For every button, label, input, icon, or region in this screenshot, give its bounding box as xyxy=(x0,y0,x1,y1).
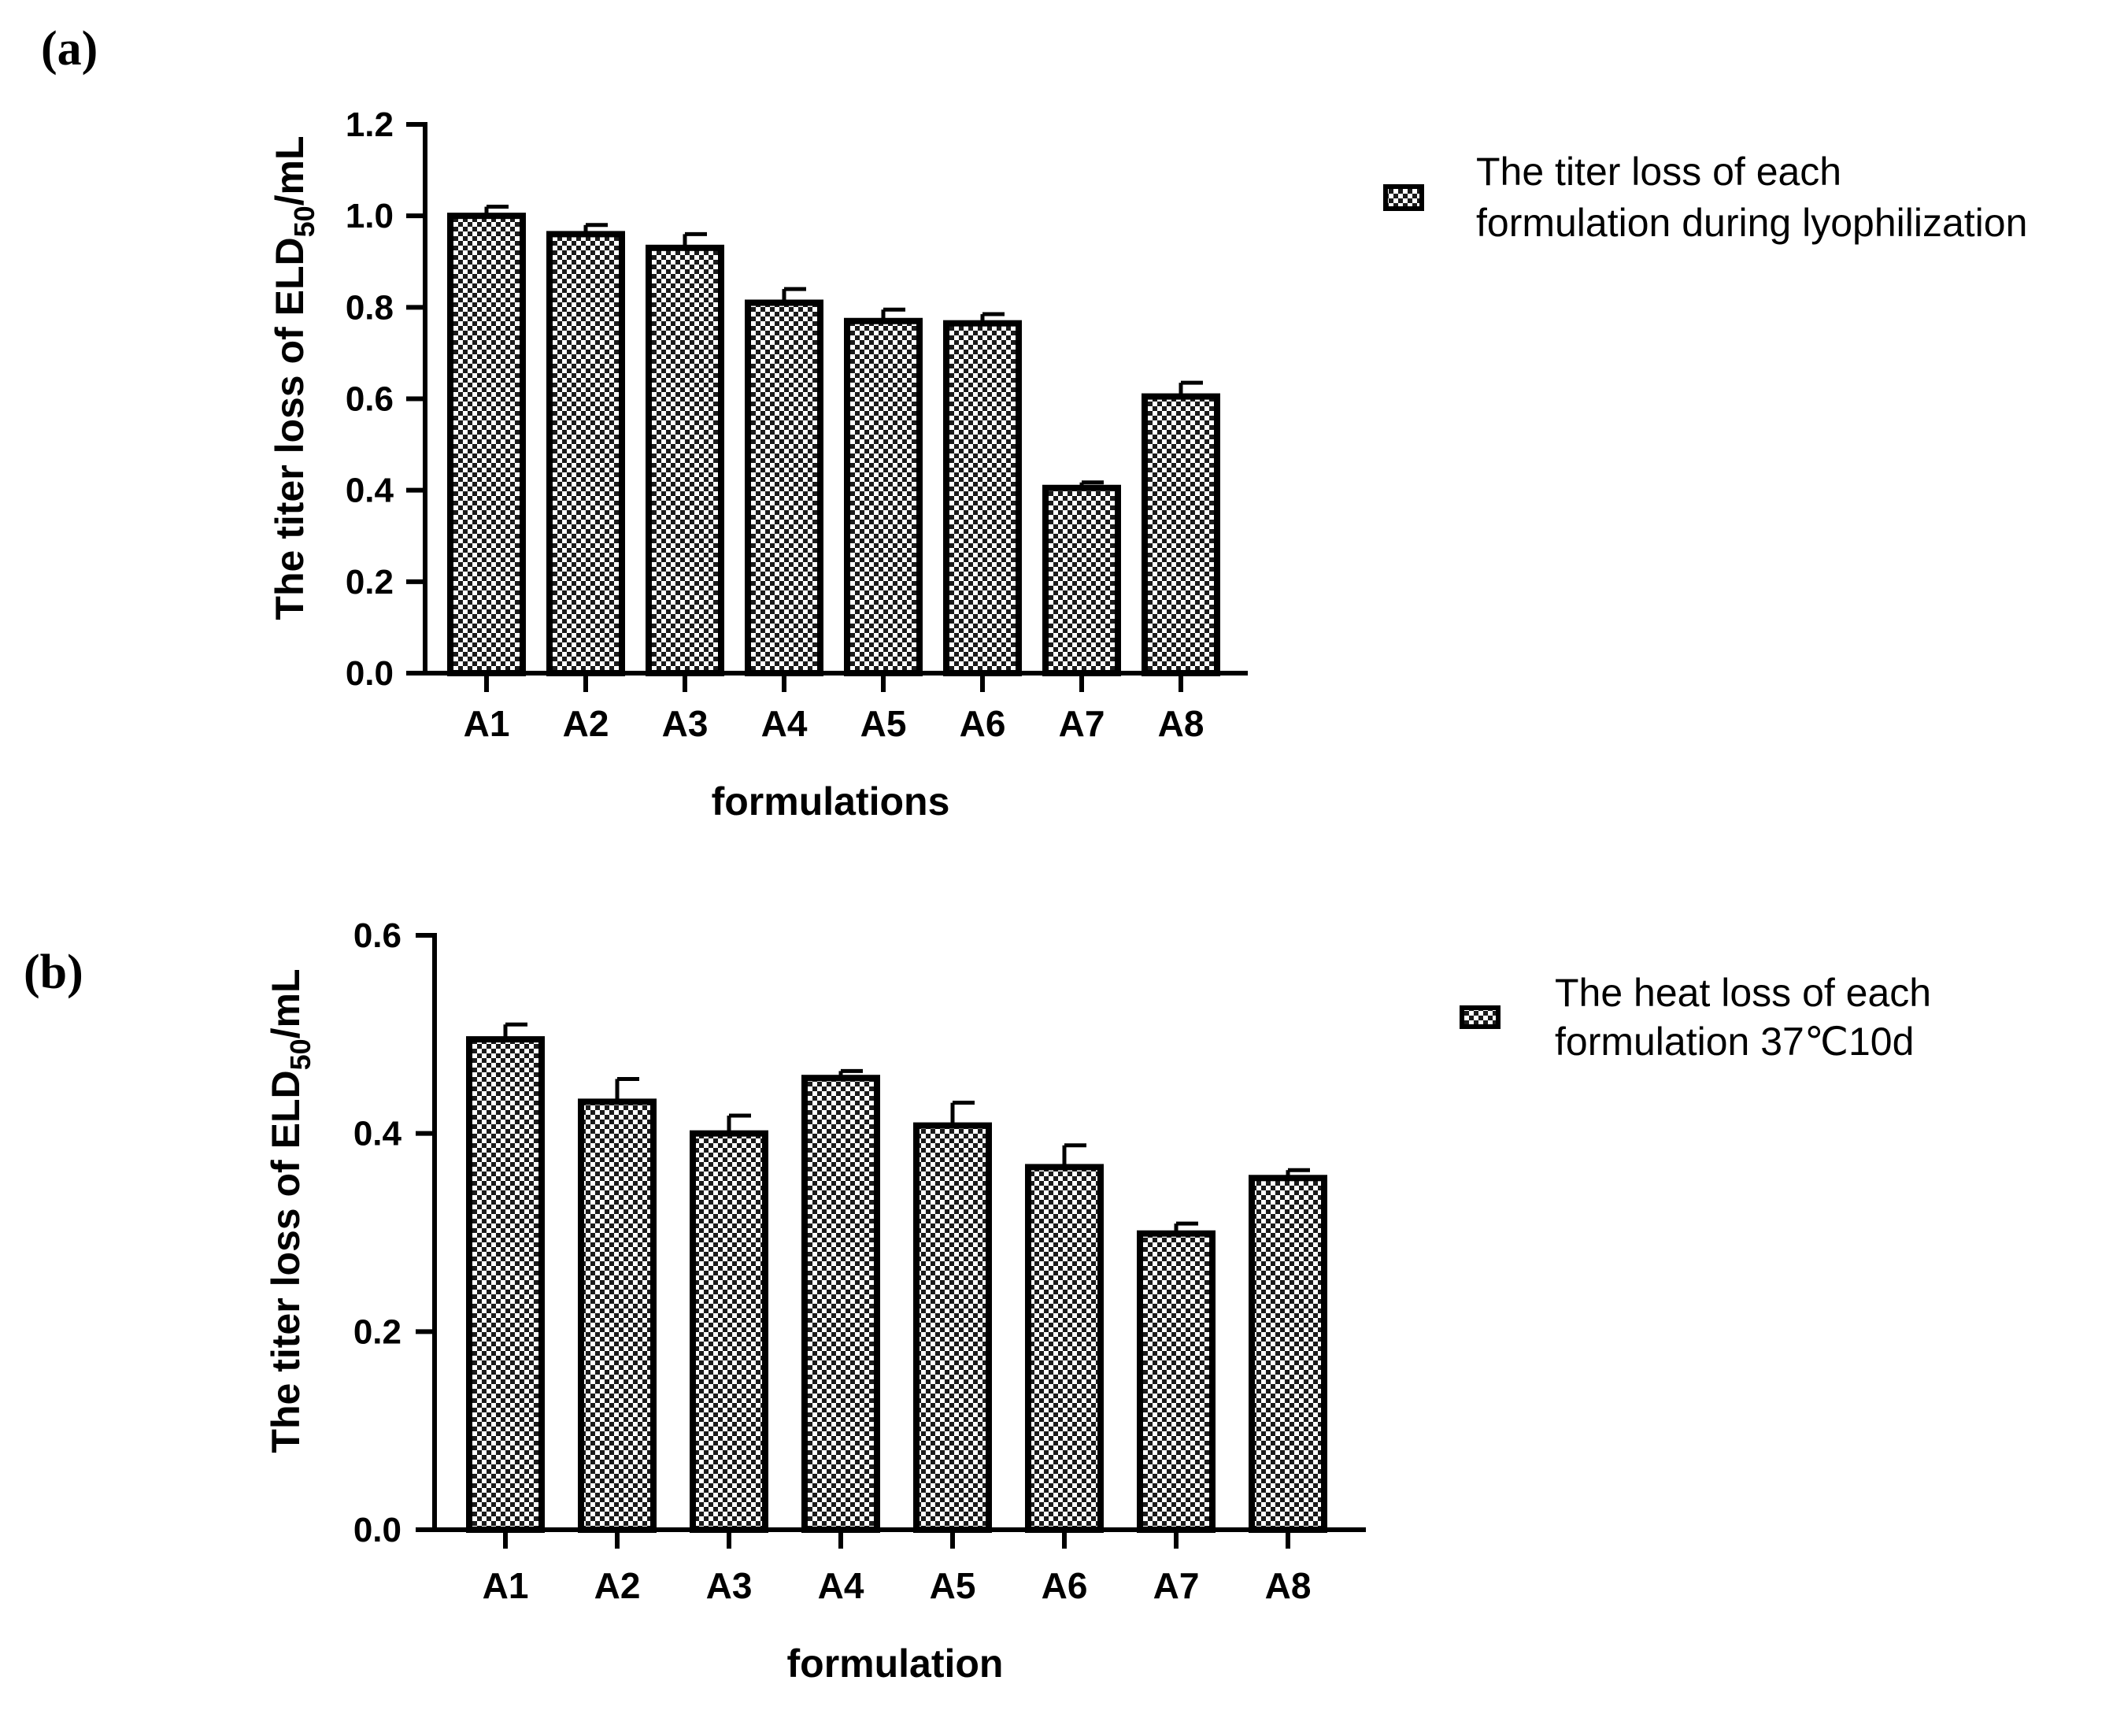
panel-a-y-ticks: 0.0 0.2 0.4 0.6 0.8 1.0 1.2 xyxy=(346,105,425,693)
panel-a-bar-a2 xyxy=(546,231,625,676)
panel-b-bar-a2 xyxy=(578,1098,657,1533)
panel-b-legend-line-2: formulation 37℃10d xyxy=(1555,1020,1914,1064)
panel-b-bar-a1 xyxy=(466,1036,545,1533)
panel-a-bar-a1 xyxy=(447,213,526,676)
panel-a-legend-line-2: formulation during lyophilization xyxy=(1476,201,2027,245)
panel-b-bar-a5 xyxy=(913,1122,992,1533)
panel-a-error-bar-a1 xyxy=(484,205,509,217)
panel-a: (a) 0.0 0.2 0.4 0.6 0.8 1.0 1.2 A1 A2 A3 A4 A5 A6 A7… xyxy=(41,22,2027,824)
panel-b-bar-a7 xyxy=(1137,1230,1216,1533)
panel-b-y-axis-title: The titer loss of ELD50/mL xyxy=(264,968,316,1453)
panel-b-bar-a6 xyxy=(1025,1164,1104,1533)
panel-a-error-bar-a2 xyxy=(583,223,608,235)
panel-b-bar-a8 xyxy=(1249,1175,1327,1533)
panel-a-y-axis-title: The titer loss of ELD50/mL xyxy=(268,135,320,620)
panel-a-bars xyxy=(447,205,1220,677)
panel-a-category-label: A1 xyxy=(464,703,510,744)
panel-b-y-tick-label: 0.0 xyxy=(353,1511,401,1549)
panel-a-axes xyxy=(423,122,1248,692)
panel-b-error-bar-a1 xyxy=(503,1022,527,1040)
panel-a-category-label: A2 xyxy=(563,703,609,744)
panel-a-error-bar-a4 xyxy=(782,287,806,303)
panel-a-y-tick-label: 0.8 xyxy=(346,288,394,327)
panel-a-y-tick-label: 1.2 xyxy=(346,105,394,144)
panel-b-x-categories: A1 A2 A3 A4 A5 A6 A7 A8 xyxy=(483,1565,1312,1606)
panel-a-bar-a7 xyxy=(1042,484,1121,677)
panel-b-axes xyxy=(432,933,1366,1549)
panel-b-x-axis-title: formulation xyxy=(787,1642,1004,1686)
panel-b-bar-a4 xyxy=(801,1075,880,1533)
panel-a-y-axis-title-tail: /mL xyxy=(268,135,312,205)
panel-b-category-label: A4 xyxy=(818,1565,864,1606)
panel-b-error-bar-a2 xyxy=(615,1076,639,1102)
panel-b-y-axis-title-sub: 50 xyxy=(284,1038,316,1070)
panel-a-category-label: A7 xyxy=(1059,703,1105,744)
panel-b-label: (b) xyxy=(24,946,83,999)
panel-a-y-axis-title-main: The titer loss of ELD xyxy=(268,237,312,620)
panel-b-bars xyxy=(466,1022,1327,1533)
panel-b-error-bar-a3 xyxy=(727,1113,751,1134)
panel-a-bar-a4 xyxy=(745,299,823,676)
panel-b-category-label: A7 xyxy=(1153,1565,1200,1606)
panel-a-legend-line-1: The titer loss of each xyxy=(1476,150,1841,194)
panel-a-legend: The titer loss of each formulation durin… xyxy=(1383,150,2027,245)
panel-b-category-label: A6 xyxy=(1042,1565,1088,1606)
panel-b-category-label: A8 xyxy=(1265,1565,1312,1606)
panel-a-bar-a6 xyxy=(943,320,1022,676)
panel-a-x-categories: A1 A2 A3 A4 A5 A6 A7 A8 xyxy=(464,703,1204,744)
panel-b-category-label: A5 xyxy=(930,1565,976,1606)
panel-b-error-bar-a5 xyxy=(950,1101,975,1126)
panel-a-y-tick-label: 0.2 xyxy=(346,563,394,601)
panel-a-y-tick-label: 0.0 xyxy=(346,654,394,693)
panel-a-category-label: A6 xyxy=(960,703,1006,744)
panel-b-error-bar-a6 xyxy=(1062,1143,1086,1168)
panel-a-error-bar-a5 xyxy=(881,307,905,321)
panel-a-y-tick-label: 0.6 xyxy=(346,380,394,419)
panel-a-error-bar-a6 xyxy=(980,312,1005,324)
panel-b-legend: The heat loss of each formulation 37℃10d xyxy=(1460,971,1931,1064)
panel-b-legend-swatch xyxy=(1460,1005,1500,1029)
panel-a-bar-a3 xyxy=(646,244,724,676)
panel-b-y-axis-title-tail: /mL xyxy=(264,968,308,1038)
panel-b-y-axis-title-main: The titer loss of ELD xyxy=(264,1070,308,1453)
panel-a-bar-a8 xyxy=(1142,393,1220,676)
panel-a-legend-swatch xyxy=(1383,184,1424,211)
panel-a-x-axis-title: formulations xyxy=(712,779,950,824)
panel-b-y-tick-label: 0.2 xyxy=(353,1312,401,1351)
panel-b-error-bar-a8 xyxy=(1286,1168,1310,1179)
panel-a-y-tick-label: 0.4 xyxy=(346,472,394,510)
panel-a-category-label: A4 xyxy=(761,703,808,744)
panel-b-category-label: A3 xyxy=(706,1565,753,1606)
panel-a-y-axis-title-sub: 50 xyxy=(288,205,320,237)
panel-b-y-tick-label: 0.4 xyxy=(353,1115,402,1153)
panel-b-y-tick-label: 0.6 xyxy=(353,916,401,955)
panel-a-label: (a) xyxy=(41,22,98,76)
panel-b-error-bar-a4 xyxy=(838,1068,863,1079)
panel-a-error-bar-a7 xyxy=(1079,480,1104,488)
panel-b-y-ticks: 0.0 0.2 0.4 0.6 xyxy=(353,916,435,1549)
panel-a-category-label: A3 xyxy=(662,703,709,744)
panel-a-error-bar-a3 xyxy=(683,231,707,248)
panel-b-category-label: A2 xyxy=(594,1565,641,1606)
panel-a-error-bar-a8 xyxy=(1179,380,1203,397)
panel-a-y-tick-label: 1.0 xyxy=(346,197,394,235)
panel-b-category-label: A1 xyxy=(483,1565,529,1606)
panel-b-legend-line-1: The heat loss of each xyxy=(1555,971,1931,1015)
panel-b-error-bar-a7 xyxy=(1174,1221,1198,1234)
panel-b-bar-a3 xyxy=(690,1130,768,1533)
panel-b: (b) 0.0 0.2 0.4 0.6 A1 A2 A3 A4 A5 A6 A7 A8 formul… xyxy=(24,916,1931,1686)
panel-a-bar-a5 xyxy=(844,317,923,676)
panel-a-category-label: A8 xyxy=(1158,703,1204,744)
panel-a-category-label: A5 xyxy=(860,703,907,744)
